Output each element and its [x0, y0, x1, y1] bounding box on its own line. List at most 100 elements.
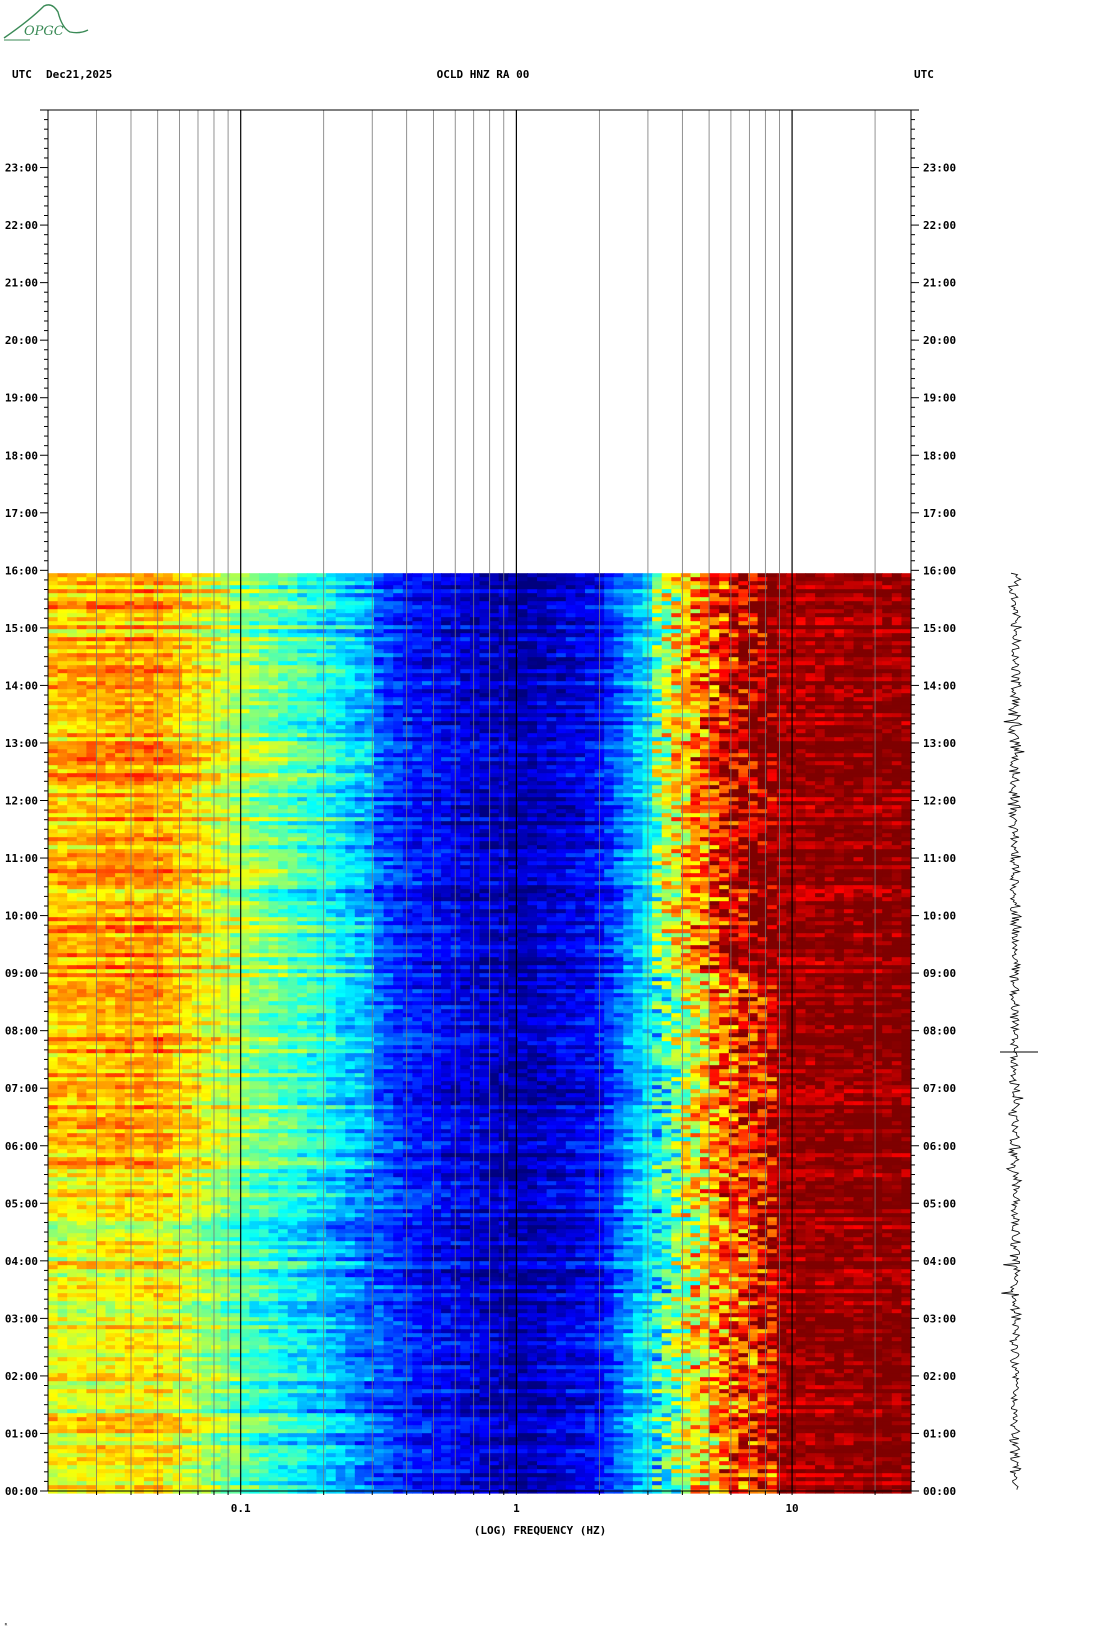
spectrogram-cell [767, 589, 778, 594]
spectrogram-cell [565, 697, 576, 702]
spectrogram-cell [345, 693, 356, 698]
spectrogram-cell [527, 589, 538, 594]
spectrogram-cell [623, 645, 634, 650]
spectrogram-cell [661, 761, 672, 766]
spectrogram-cell [652, 625, 663, 630]
spectrogram-cell [795, 773, 807, 778]
spectrogram-cell [738, 673, 749, 678]
spectrogram-cell [853, 681, 864, 686]
spectrogram-cell [690, 629, 701, 634]
spectrogram-cell [517, 721, 529, 726]
spectrogram-cell [882, 637, 893, 642]
spectrogram-cell [891, 589, 902, 594]
spectrogram-cell [517, 681, 529, 686]
spectrogram-cell [412, 721, 423, 726]
spectrogram-cell [546, 625, 557, 630]
spectrogram-cell [364, 609, 375, 614]
spectrogram-cell [364, 629, 375, 634]
spectrogram-cell [795, 573, 807, 578]
spectrogram-cell [105, 761, 116, 766]
spectrogram-cell [709, 641, 720, 646]
spectrogram-cell [345, 685, 356, 690]
spectrogram-cell [479, 573, 490, 578]
spectrogram-cell [757, 737, 768, 742]
spectrogram-cell [460, 665, 471, 670]
spectrogram-cell [901, 713, 912, 718]
spectrogram-cell [306, 773, 318, 778]
spectrogram-cell [297, 737, 308, 742]
spectrogram-cell [757, 657, 768, 662]
spectrogram-cell [306, 765, 318, 770]
spectrogram-cell [95, 609, 107, 614]
spectrogram-cell [172, 753, 183, 758]
spectrogram-cell [143, 605, 155, 610]
spectrogram-cell [86, 641, 97, 646]
spectrogram-cell [585, 745, 596, 750]
spectrogram-cell [805, 765, 816, 770]
spectrogram-cell [268, 781, 279, 786]
spectrogram-cell [143, 661, 155, 666]
spectrogram-cell [556, 741, 567, 746]
spectrogram-cell [374, 613, 385, 618]
spectrogram-cell [719, 701, 730, 706]
spectrogram-cell [738, 633, 749, 638]
spectrogram-cell [786, 581, 797, 586]
spectrogram-cell [249, 633, 260, 638]
spectrogram-cell [172, 681, 183, 686]
spectrogram-cell [374, 729, 385, 734]
spectrogram-cell [757, 641, 768, 646]
spectrogram-cell [374, 725, 385, 730]
spectrogram-cell [709, 713, 720, 718]
spectrogram-cell [460, 605, 471, 610]
spectrogram-cell [239, 721, 250, 726]
spectrogram-cell [604, 717, 615, 722]
spectrogram-cell [757, 689, 768, 694]
spectrogram-cell [872, 757, 883, 762]
spectrogram-cell [115, 649, 126, 654]
spectrogram-cell [690, 685, 701, 690]
spectrogram-cell [326, 693, 337, 698]
spectrogram-cell [402, 677, 413, 682]
spectrogram-cell [537, 777, 548, 782]
spectrogram-cell [460, 653, 471, 658]
spectrogram-cell [67, 709, 78, 714]
spectrogram-cell [345, 649, 356, 654]
spectrogram-cell [882, 661, 893, 666]
spectrogram-cell [527, 649, 538, 654]
spectrogram-cell [95, 633, 107, 638]
spectrogram-cell [537, 753, 548, 758]
spectrogram-cell [546, 637, 557, 642]
spectrogram-cell [824, 685, 835, 690]
spectrogram-cell [383, 765, 394, 770]
spectrogram-cell [901, 765, 912, 770]
spectrogram-cell [479, 749, 490, 754]
spectrogram-cell [767, 705, 778, 710]
spectrogram-cell [872, 773, 883, 778]
spectrogram-cell [374, 781, 385, 786]
spectrogram-cell [182, 625, 193, 630]
spectrogram-cell [469, 589, 481, 594]
spectrogram-cell [863, 681, 874, 686]
spectrogram-cell [105, 669, 116, 674]
spectrogram-cell [527, 761, 538, 766]
spectrogram-cell [719, 657, 730, 662]
spectrogram-cell [201, 769, 212, 774]
spectrogram-cell [690, 713, 701, 718]
spectrogram-cell [134, 745, 145, 750]
spectrogram-cell [230, 777, 241, 782]
spectrogram-cell [815, 609, 826, 614]
spectrogram-cell [326, 709, 337, 714]
spectrogram-cell [374, 677, 385, 682]
spectrogram-cell [364, 621, 375, 626]
spectrogram-cell [86, 625, 97, 630]
spectrogram-cell [259, 577, 270, 582]
spectrogram-cell [220, 681, 231, 686]
spectrogram-cell [489, 577, 500, 582]
spectrogram-cell [776, 665, 787, 670]
spectrogram-cell [805, 577, 816, 582]
spectrogram-cell [585, 633, 596, 638]
spectrogram-cell [86, 785, 97, 790]
spectrogram-cell [402, 657, 413, 662]
spectrogram-cell [326, 593, 337, 598]
spectrogram-cell [278, 577, 289, 582]
